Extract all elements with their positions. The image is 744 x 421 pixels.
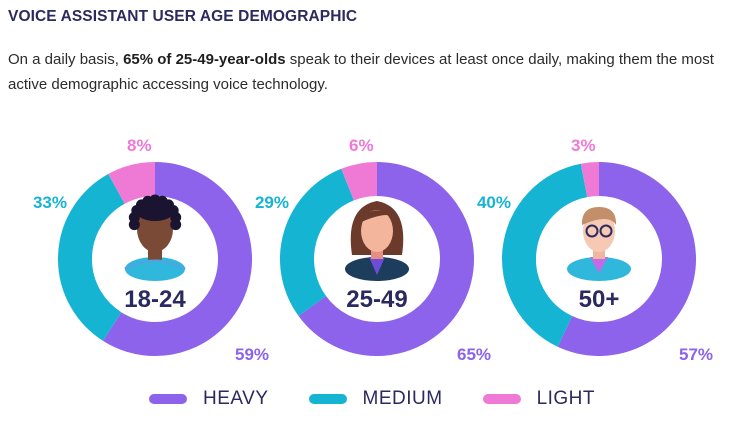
hair-shape <box>581 207 617 225</box>
donut-chart-0: 59% 33% 8% 18-24 <box>33 136 269 364</box>
glasses-left-lens-icon <box>585 224 599 238</box>
page-title: VOICE ASSISTANT USER AGE DEMOGRAPHIC <box>8 8 358 25</box>
value-label-medium: 40% <box>477 193 511 212</box>
legend-swatch-medium <box>308 394 347 404</box>
legend-label-heavy: HEAVY <box>202 388 269 409</box>
value-label-light: 8% <box>127 136 152 155</box>
center-age-label: 18-24 <box>124 286 186 313</box>
collar-shape <box>124 259 186 271</box>
blouse-shape <box>369 257 385 275</box>
slice-light <box>580 162 600 198</box>
legend-item-medium: MEDIUM <box>308 388 443 410</box>
donut-charts: 59% 33% 8% 18-24 65% 29% 6% 25-49 57% 40% 3% 50+ <box>33 136 713 364</box>
slice-medium <box>280 168 355 317</box>
slice-medium <box>58 174 126 341</box>
hair-top-shape <box>136 201 174 221</box>
donut-chart-1: 65% 29% 6% 25-49 <box>255 136 491 364</box>
subtitle-highlight: 65% of 25-49-year-olds <box>123 51 286 68</box>
donut-chart-2: 57% 40% 3% 50+ <box>477 136 713 364</box>
value-label-light: 6% <box>349 136 374 155</box>
value-label-light: 3% <box>571 136 596 155</box>
glasses-right-lens-icon <box>599 224 613 238</box>
legend-item-light: LIGHT <box>482 388 596 410</box>
value-label-heavy: 59% <box>235 345 269 364</box>
legend-swatch-light <box>482 394 521 404</box>
value-label-heavy: 57% <box>679 345 713 364</box>
subtitle-end: speak to their devices at least once dai… <box>8 51 714 93</box>
fringe-shape <box>359 210 395 223</box>
legend-label-medium: MEDIUM <box>362 388 443 409</box>
legend-label-light: LIGHT <box>536 388 596 409</box>
face-shape <box>361 210 393 252</box>
value-label-medium: 33% <box>33 193 67 212</box>
slice-medium <box>502 163 588 347</box>
value-label-medium: 29% <box>255 193 289 212</box>
center-age-label: 25-49 <box>346 286 407 313</box>
slice-light <box>108 162 156 205</box>
slice-light <box>341 162 378 201</box>
center-age-label: 50+ <box>579 286 620 313</box>
hair-twist-shape <box>170 219 182 231</box>
slice-heavy <box>557 162 696 356</box>
subtitle: On a daily basis, 65% of 25-49-year-olds… <box>8 47 736 97</box>
legend-item-heavy: HEAVY <box>148 388 269 410</box>
legend-swatch-heavy <box>148 394 187 404</box>
shirt-shape <box>590 257 608 273</box>
value-label-heavy: 65% <box>457 345 491 364</box>
legend: HEAVY MEDIUM LIGHT <box>0 388 744 410</box>
subtitle-start: On a daily basis, <box>8 51 124 68</box>
slice-heavy <box>103 162 252 356</box>
slice-heavy <box>298 162 474 356</box>
